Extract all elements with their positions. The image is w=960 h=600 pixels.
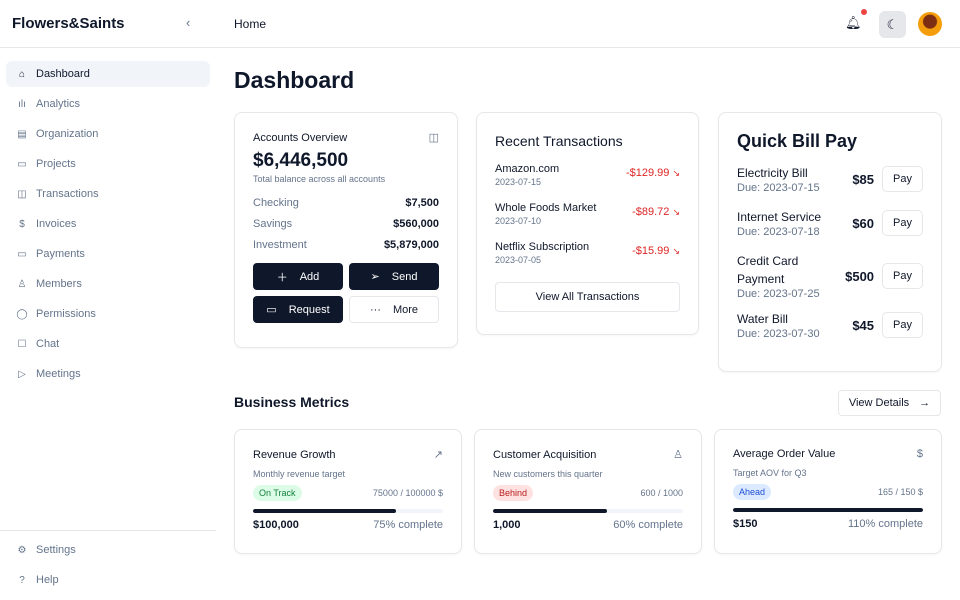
bell-icon[interactable]: 🔔︎ (845, 15, 862, 30)
collapse-sidebar-icon[interactable]: ‹ (186, 15, 191, 30)
sidebar-item-transactions[interactable]: ◫ Transactions (17, 188, 99, 200)
ellipsis-icon: ··· (369, 303, 381, 316)
recent-transactions-card: Recent Transactions Amazon.com 2023-07-15… (476, 112, 699, 335)
folder-icon: ▭ (17, 158, 27, 170)
add-button[interactable]: ＋ Add (253, 263, 343, 290)
sidebar-nav: ⌂ Dashboard ılı Analytics ▤ Organization ▭ Proj… (6, 61, 210, 391)
metric-card: Revenue Growth ↗ Monthly revenue target O… (234, 429, 462, 554)
dollar-icon: $ (916, 448, 923, 460)
help-icon: ? (19, 574, 25, 586)
status-badge: Ahead (733, 484, 772, 500)
shield-icon: ◯ (16, 308, 28, 320)
bill-row: Credit Card Payment Due: 2023-07-25 $500 Pa… (737, 252, 923, 300)
sidebar-item-permissions[interactable]: ◯ Permissions (16, 308, 96, 320)
account-row: Checking $7,500 (253, 196, 439, 209)
bill-row: Internet Service Due: 2023-07-18 $60 Pay (737, 208, 923, 238)
credit-card-icon: ▭ (266, 304, 277, 316)
sidebar-item-projects[interactable]: ▭ Projects (17, 158, 76, 170)
wallet-icon: ◫ (17, 188, 27, 200)
moon-icon[interactable]: ☾ (879, 11, 906, 38)
gear-icon: ⚙ (17, 544, 27, 556)
status-badge: Behind (493, 485, 534, 501)
sidebar-item-help[interactable]: ? Help (6, 567, 210, 593)
credit-card-icon: ▭ (17, 248, 27, 260)
avatar[interactable] (918, 12, 942, 36)
pay-button[interactable]: Pay (882, 166, 923, 192)
sidebar-item-analytics[interactable]: ılı Analytics (6, 91, 210, 117)
arrow-down-right-icon: ↘ (672, 246, 680, 256)
sidebar-item-settings[interactable]: ⚙ Settings (17, 544, 76, 556)
account-row: Savings $560,000 (253, 217, 439, 230)
pay-button[interactable]: Pay (882, 210, 923, 236)
building-icon: ▤ (17, 128, 27, 140)
status-badge: On Track (253, 485, 302, 501)
sidebar-item-meetings[interactable]: ▷ Meetings (6, 361, 210, 387)
view-all-transactions-button[interactable]: View All Transactions (495, 282, 680, 312)
card-title: Quick Bill Pay (737, 131, 858, 151)
transaction-row[interactable]: Netflix Subscription 2023-07-05 -$15.99 ↘ (495, 241, 680, 265)
request-button[interactable]: ▭ Request (253, 296, 343, 323)
send-button[interactable]: ➢ Send (349, 263, 439, 290)
sidebar-item-payments[interactable]: ▭ Payments (17, 248, 85, 260)
section-title: Business Metrics (234, 394, 350, 410)
total-balance: $6,446,500 (253, 150, 349, 171)
card-title: Recent Transactions (495, 133, 623, 149)
metric-card: Average Order Value $ Target AOV for Q3 A… (714, 429, 942, 554)
arrow-down-right-icon: ↘ (672, 168, 680, 178)
progress-bar (493, 509, 683, 513)
sidebar-footer: ⚙ Settings ? Help (6, 537, 210, 597)
trending-up-icon: ↗ (433, 449, 443, 461)
breadcrumb[interactable]: Home (234, 17, 267, 31)
sidebar-divider (0, 530, 216, 531)
account-row: Investment $5,879,000 (253, 238, 439, 251)
bill-row: Water Bill Due: 2023-07-30 $45 Pay (737, 310, 923, 340)
video-icon: ▷ (18, 368, 26, 380)
send-icon: ➢ (370, 271, 380, 283)
users-icon: ♙ (17, 278, 27, 290)
more-button[interactable]: ··· More (349, 296, 439, 323)
progress-bar (253, 509, 443, 513)
sidebar-item-dashboard[interactable]: ⌂ Dashboard (6, 61, 210, 87)
transaction-row[interactable]: Whole Foods Market 2023-07-10 -$89.72 ↘ (495, 202, 680, 226)
page-title: Dashboard (234, 67, 355, 93)
metric-card: Customer Acquisition ♙ New customers this… (474, 429, 702, 554)
sidebar-item-invoices[interactable]: $ Invoices (6, 211, 210, 237)
transaction-row[interactable]: Amazon.com 2023-07-15 -$129.99 ↘ (495, 163, 680, 187)
sidebar-item-members[interactable]: ♙ Members (17, 278, 82, 290)
sidebar-item-chat[interactable]: ☐ Chat (17, 338, 60, 350)
invoice-icon: $ (19, 218, 25, 230)
home-icon: ⌂ (18, 68, 26, 80)
notification-dot (861, 9, 867, 15)
total-balance-caption: Total balance across all accounts (253, 174, 386, 184)
accounts-overview-card: Accounts Overview ◫ $6,446,500 Total bala… (234, 112, 458, 348)
top-header (0, 0, 960, 48)
bill-row: Electricity Bill Due: 2023-07-15 $85 Pay (737, 164, 923, 194)
pay-button[interactable]: Pay (882, 263, 923, 289)
card-title: Accounts Overview (253, 131, 348, 144)
users-icon: ♙ (673, 449, 683, 461)
progress-bar (733, 508, 923, 512)
bar-chart-icon: ılı (18, 98, 26, 110)
arrow-down-right-icon: ↘ (672, 207, 680, 217)
chat-icon: ☐ (17, 338, 27, 350)
arrow-right-icon: → (919, 397, 931, 409)
sidebar-item-organization[interactable]: ▤ Organization (17, 128, 99, 140)
view-details-button[interactable]: View Details → (838, 390, 941, 416)
quick-bill-pay-card: Quick Bill Pay Electricity Bill Due: 2023… (718, 112, 942, 372)
brand-logo: Flowers&Saints (12, 15, 125, 32)
wallet-icon: ◫ (428, 132, 439, 144)
plus-icon: ＋ (276, 271, 288, 284)
pay-button[interactable]: Pay (882, 312, 923, 338)
